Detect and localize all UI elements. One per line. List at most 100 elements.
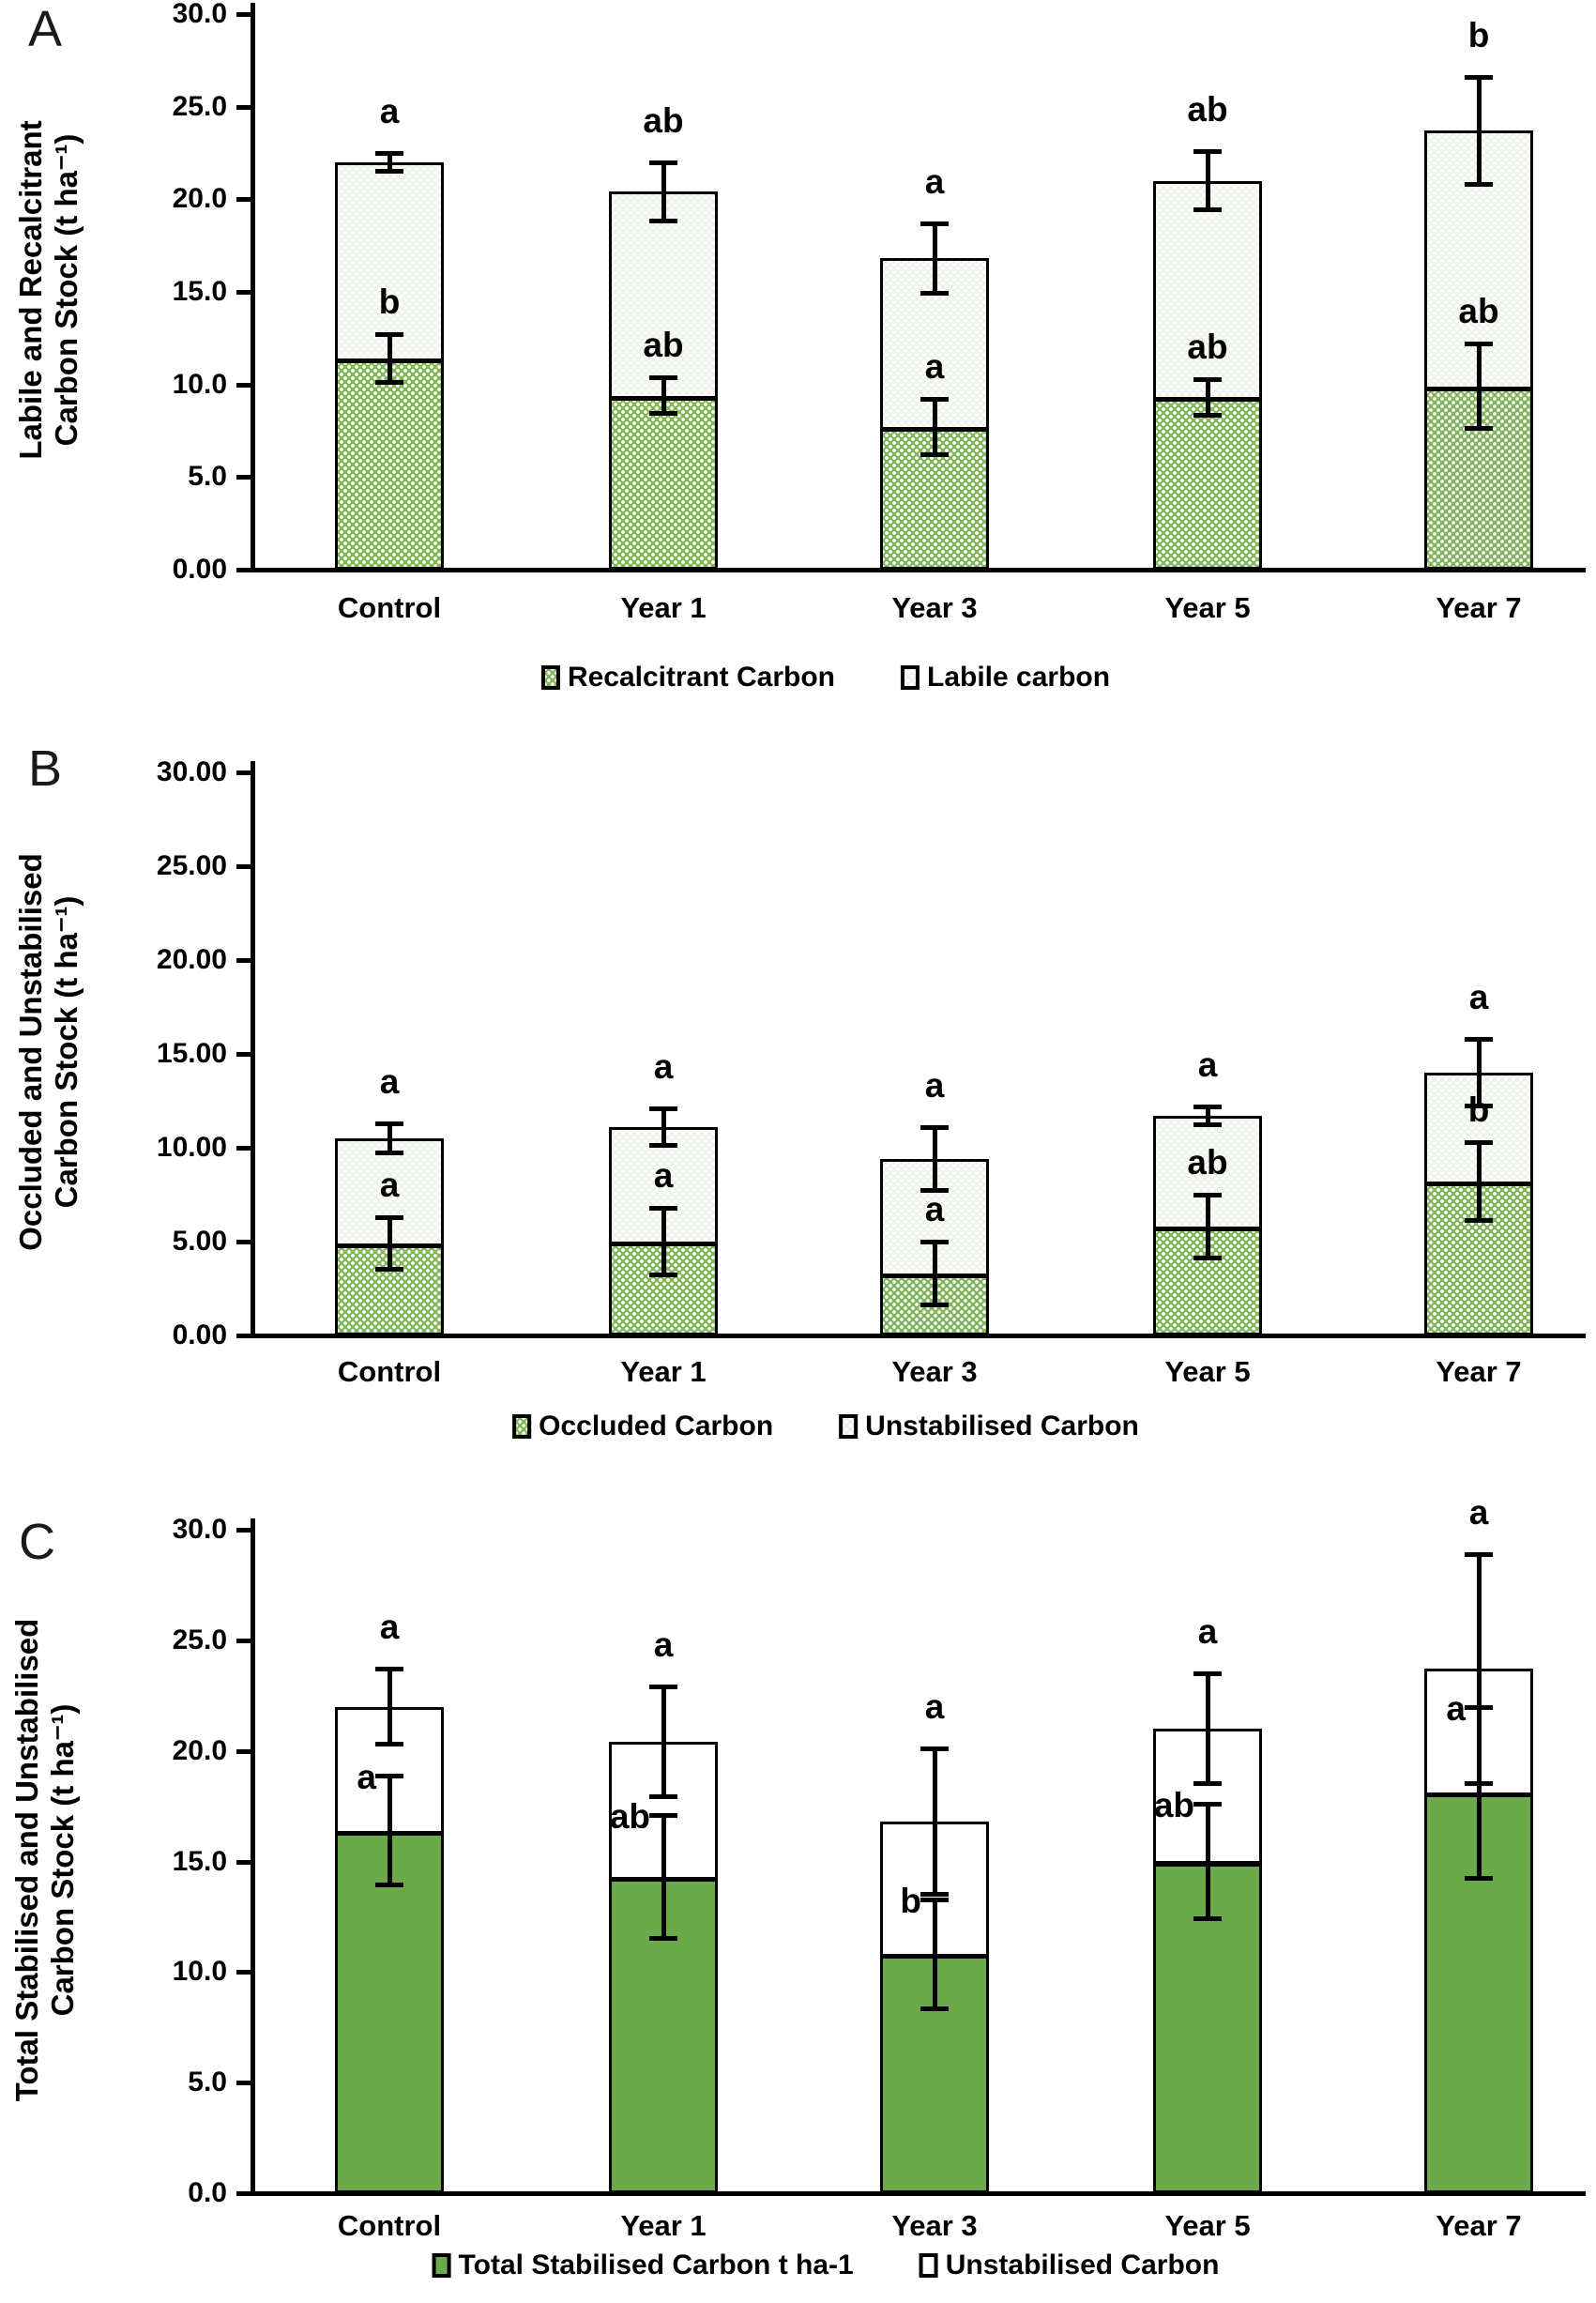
total-error-bar-cap-bottom bbox=[1465, 1104, 1493, 1108]
total-error-bar-line bbox=[1476, 1039, 1482, 1106]
bar-segment-pale_dotted bbox=[1153, 180, 1262, 401]
legend-swatch-icon bbox=[919, 2253, 938, 2278]
segment-error-bar-cap-top bbox=[375, 332, 403, 338]
significance-letter-segment: a bbox=[653, 1156, 674, 1195]
panel-letter-A: A bbox=[28, 1, 63, 57]
y-tick-mark bbox=[236, 1528, 251, 1533]
x-axis-category-label: Year 3 bbox=[891, 1355, 978, 1388]
segment-error-bar-line bbox=[1476, 1142, 1482, 1221]
segment-error-bar-cap-top bbox=[649, 374, 677, 380]
y-tick-label: 25.00 bbox=[156, 850, 227, 881]
total-error-bar-cap-top bbox=[649, 160, 677, 165]
significance-letter-total: a bbox=[1197, 1045, 1218, 1084]
total-error-bar-cap-bottom bbox=[375, 168, 403, 174]
significance-letter-segment: a bbox=[357, 1757, 376, 1796]
legend-item: Labile carbon bbox=[901, 662, 1110, 694]
total-error-bar-cap-bottom bbox=[1465, 181, 1493, 187]
segment-error-bar-cap-top bbox=[649, 1813, 677, 1818]
significance-letter-total: a bbox=[924, 1066, 945, 1105]
x-axis-category-label: Year 7 bbox=[1436, 1355, 1522, 1388]
legend-item: Unstabilised Carbon bbox=[919, 2250, 1219, 2281]
y-tick-label: 30.0 bbox=[172, 1514, 227, 1545]
segment-error-bar-cap-bottom bbox=[1465, 1218, 1493, 1223]
total-error-bar-cap-top bbox=[649, 1106, 677, 1111]
y-tick-label: 0.00 bbox=[172, 1319, 227, 1350]
y-tick-mark bbox=[236, 104, 251, 110]
segment-error-bar-cap-bottom bbox=[649, 1935, 677, 1941]
bar-segment-green_solid bbox=[335, 1830, 444, 2193]
segment-error-bar-line bbox=[1476, 1706, 1482, 1880]
y-axis-line bbox=[251, 3, 255, 570]
significance-letter-total: a bbox=[1197, 1612, 1218, 1652]
significance-letter-total: ab bbox=[1187, 90, 1228, 130]
segment-error-bar-cap-bottom bbox=[649, 411, 677, 417]
y-tick-label: 20.00 bbox=[156, 944, 227, 975]
total-error-bar-cap-top bbox=[375, 151, 403, 156]
total-error-bar-cap-top bbox=[375, 1667, 403, 1672]
legend-label: Unstabilised Carbon bbox=[865, 1411, 1139, 1441]
legend-swatch-icon bbox=[512, 1414, 532, 1439]
y-tick-mark bbox=[236, 1146, 251, 1151]
segment-error-bar-cap-top bbox=[920, 1240, 949, 1244]
segment-error-bar-cap-bottom bbox=[649, 1273, 677, 1277]
y-tick-mark bbox=[236, 1859, 251, 1865]
bar-segment-green_dotted bbox=[335, 358, 444, 570]
segment-error-bar-cap-top bbox=[1465, 1140, 1493, 1145]
y-tick-mark bbox=[236, 1748, 251, 1754]
segment-error-bar-line bbox=[932, 399, 937, 455]
segment-error-bar-cap-top bbox=[1465, 1704, 1493, 1710]
total-error-bar-line bbox=[932, 1127, 937, 1191]
y-tick-mark bbox=[236, 958, 251, 963]
legend-swatch-icon bbox=[901, 665, 920, 690]
y-tick-label: 10.0 bbox=[172, 1956, 227, 1988]
y-axis-line bbox=[251, 1518, 255, 2193]
total-error-bar-cap-bottom bbox=[1193, 1781, 1222, 1787]
bar-segment-green_dotted bbox=[1153, 397, 1262, 570]
segment-error-bar-line bbox=[661, 1208, 666, 1275]
significance-letter-segment: ab bbox=[609, 1797, 650, 1836]
y-axis-line bbox=[251, 761, 255, 1335]
segment-error-bar-cap-bottom bbox=[375, 379, 403, 385]
y-tick-label: 10.0 bbox=[172, 368, 227, 400]
segment-error-bar-line bbox=[932, 1242, 937, 1305]
segment-error-bar-line bbox=[932, 1899, 937, 2010]
total-error-bar-line bbox=[661, 161, 666, 221]
segment-error-bar-cap-bottom bbox=[1465, 426, 1493, 432]
significance-letter-segment: ab bbox=[1458, 292, 1499, 331]
x-axis-category-label: Control bbox=[337, 1355, 442, 1388]
y-tick-mark bbox=[236, 1638, 251, 1643]
segment-error-bar-cap-top bbox=[375, 1773, 403, 1778]
significance-letter-segment: ab bbox=[643, 325, 684, 364]
legend-item: Recalcitrant Carbon bbox=[540, 662, 836, 694]
total-error-bar-cap-top bbox=[649, 1685, 677, 1690]
y-tick-mark bbox=[236, 290, 251, 295]
significance-letter-segment: a bbox=[924, 347, 945, 387]
y-tick-mark bbox=[236, 568, 251, 572]
legend-label: Recalcitrant Carbon bbox=[567, 662, 836, 693]
y-tick-label: 5.0 bbox=[188, 2067, 227, 2098]
total-error-bar-cap-bottom bbox=[1193, 1122, 1222, 1127]
legend-label: Occluded Carbon bbox=[539, 1411, 774, 1441]
legend-item: Total Stabilised Carbon t ha-1 bbox=[432, 2250, 854, 2281]
x-axis-category-label: Year 3 bbox=[891, 591, 978, 624]
x-axis-category-label: Year 7 bbox=[1436, 2209, 1522, 2242]
x-axis-category-label: Control bbox=[337, 591, 442, 624]
bar-segment-green_dotted bbox=[609, 395, 718, 570]
total-error-bar-line bbox=[387, 153, 392, 172]
significance-letter-segment: ab bbox=[1187, 1143, 1228, 1182]
legend-swatch-icon bbox=[839, 1414, 859, 1439]
x-axis-category-label: Year 5 bbox=[1164, 2209, 1251, 2242]
segment-error-bar-line bbox=[387, 1217, 392, 1270]
significance-letter-segment: a bbox=[379, 1166, 400, 1204]
segment-error-bar-cap-top bbox=[649, 1206, 677, 1211]
legend-item: Unstabilised Carbon bbox=[839, 1411, 1139, 1442]
segment-error-bar-cap-bottom bbox=[920, 1303, 949, 1307]
y-tick-label: 15.0 bbox=[172, 276, 227, 307]
segment-error-bar-cap-top bbox=[1193, 1193, 1222, 1197]
y-tick-mark bbox=[236, 12, 251, 17]
total-error-bar-cap-bottom bbox=[375, 1151, 403, 1155]
legend-swatch-icon bbox=[540, 665, 560, 690]
panel-letter-C: C bbox=[19, 1514, 55, 1570]
y-tick-mark bbox=[236, 1240, 251, 1244]
segment-error-bar-cap-top bbox=[375, 1215, 403, 1220]
